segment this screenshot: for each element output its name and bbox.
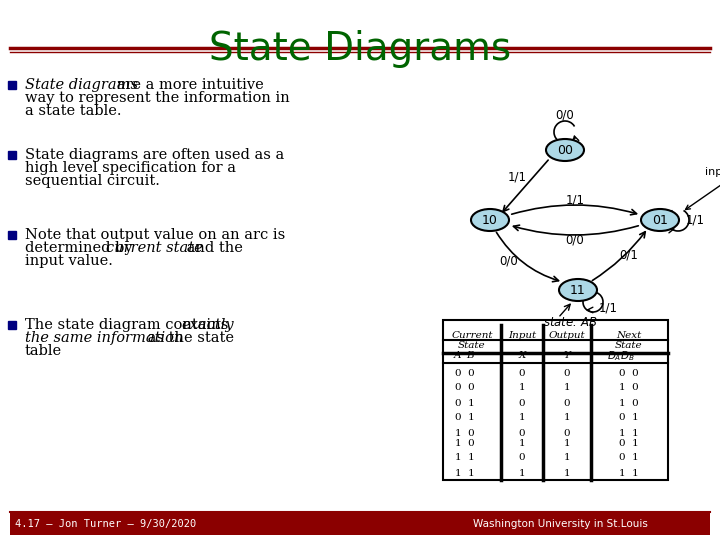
Text: A  B: A B bbox=[454, 352, 476, 361]
Text: current state: current state bbox=[107, 241, 203, 255]
Text: Next
State: Next State bbox=[615, 331, 643, 350]
Text: 10: 10 bbox=[482, 213, 498, 226]
Text: high level specification for a: high level specification for a bbox=[25, 161, 236, 175]
Text: 1  0: 1 0 bbox=[619, 383, 639, 393]
FancyBboxPatch shape bbox=[10, 513, 710, 535]
Text: determined by: determined by bbox=[25, 241, 138, 255]
Text: State Diagrams: State Diagrams bbox=[209, 30, 511, 68]
Text: Washington University in St.Louis: Washington University in St.Louis bbox=[472, 519, 647, 529]
Text: 0  0: 0 0 bbox=[455, 383, 475, 393]
Ellipse shape bbox=[559, 279, 597, 301]
Text: sequential circuit.: sequential circuit. bbox=[25, 174, 160, 188]
Text: 11: 11 bbox=[570, 284, 586, 296]
Text: 0: 0 bbox=[564, 429, 570, 437]
Text: 00: 00 bbox=[557, 144, 573, 157]
Text: input value.: input value. bbox=[25, 254, 113, 268]
Text: Input: Input bbox=[508, 332, 536, 341]
Text: 0: 0 bbox=[518, 454, 526, 462]
Text: 0  1: 0 1 bbox=[455, 414, 475, 422]
Text: as the state: as the state bbox=[143, 331, 234, 345]
Ellipse shape bbox=[546, 139, 584, 161]
Text: X: X bbox=[518, 352, 526, 361]
Text: 1/1: 1/1 bbox=[565, 193, 585, 206]
Text: 0: 0 bbox=[564, 368, 570, 377]
Text: a state table.: a state table. bbox=[25, 104, 122, 118]
Text: 1: 1 bbox=[518, 414, 526, 422]
Text: 1/1: 1/1 bbox=[685, 213, 704, 226]
Text: 1  1: 1 1 bbox=[619, 469, 639, 477]
Text: 0/1: 0/1 bbox=[620, 248, 639, 261]
Ellipse shape bbox=[641, 209, 679, 231]
Text: 1  1: 1 1 bbox=[455, 469, 475, 477]
Text: 1: 1 bbox=[564, 438, 570, 448]
Text: state: $AB$: state: $AB$ bbox=[543, 315, 598, 328]
Text: 0  1: 0 1 bbox=[619, 454, 639, 462]
Text: The state diagram contains: The state diagram contains bbox=[25, 318, 233, 332]
Text: 1: 1 bbox=[564, 383, 570, 393]
Text: 1: 1 bbox=[564, 414, 570, 422]
Text: State diagrams are often used as a: State diagrams are often used as a bbox=[25, 148, 284, 162]
Text: 1: 1 bbox=[518, 383, 526, 393]
Text: 0: 0 bbox=[518, 429, 526, 437]
Text: the same information: the same information bbox=[25, 331, 184, 345]
Text: Output: Output bbox=[549, 332, 585, 341]
Text: 1/1: 1/1 bbox=[508, 170, 527, 183]
Text: 0: 0 bbox=[564, 399, 570, 408]
Text: 0  1: 0 1 bbox=[619, 414, 639, 422]
Text: $D_A D_B$: $D_A D_B$ bbox=[607, 349, 635, 363]
Text: 1: 1 bbox=[564, 454, 570, 462]
Text: 0  0: 0 0 bbox=[455, 368, 475, 377]
Text: 1  0: 1 0 bbox=[619, 399, 639, 408]
Text: 0: 0 bbox=[518, 399, 526, 408]
Text: 0/0: 0/0 bbox=[566, 233, 585, 246]
Text: 0  1: 0 1 bbox=[455, 399, 475, 408]
Text: 0/0: 0/0 bbox=[556, 109, 575, 122]
Text: 4.17 – Jon Turner – 9/30/2020: 4.17 – Jon Turner – 9/30/2020 bbox=[15, 519, 197, 529]
Text: Y: Y bbox=[564, 352, 570, 361]
Text: State diagrams: State diagrams bbox=[25, 78, 138, 92]
Ellipse shape bbox=[471, 209, 509, 231]
Text: Current
State: Current State bbox=[451, 331, 492, 350]
Text: 1  1: 1 1 bbox=[455, 454, 475, 462]
Bar bbox=[443, 320, 668, 480]
Text: 0/0: 0/0 bbox=[500, 254, 518, 267]
Text: Note that output value on an arc is: Note that output value on an arc is bbox=[25, 228, 285, 242]
Text: input/output: input/output bbox=[685, 167, 720, 210]
Text: 1  0: 1 0 bbox=[455, 429, 475, 437]
Text: 1: 1 bbox=[564, 469, 570, 477]
Text: 01: 01 bbox=[652, 213, 668, 226]
Text: 1: 1 bbox=[518, 469, 526, 477]
Text: table: table bbox=[25, 344, 62, 358]
Text: 1/1: 1/1 bbox=[598, 301, 618, 314]
Text: exactly: exactly bbox=[181, 318, 234, 332]
Text: 0: 0 bbox=[518, 368, 526, 377]
Text: 1  1: 1 1 bbox=[619, 429, 639, 437]
Text: 1  0: 1 0 bbox=[455, 438, 475, 448]
Text: 1: 1 bbox=[518, 438, 526, 448]
Text: and the: and the bbox=[181, 241, 243, 255]
Text: way to represent the information in: way to represent the information in bbox=[25, 91, 289, 105]
Text: are a more intuitive: are a more intuitive bbox=[112, 78, 264, 92]
Text: 0  0: 0 0 bbox=[619, 368, 639, 377]
Text: 0  1: 0 1 bbox=[619, 438, 639, 448]
